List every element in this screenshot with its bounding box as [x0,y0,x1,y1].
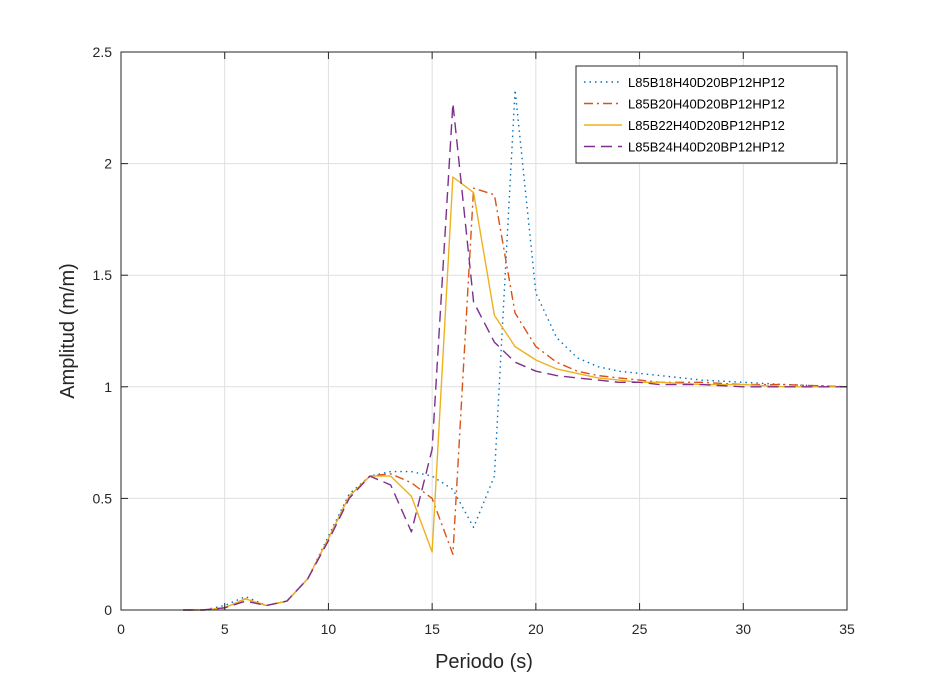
series-line-4 [183,102,847,611]
plot-frame [120,51,848,611]
axis-ticks: 0 5 10 15 20 25 30 35 0 0.5 1 1.5 2 2.5 [93,44,855,637]
y-tick-label: 2.5 [93,44,113,60]
x-tick-label: 30 [735,621,751,637]
x-tick-label: 5 [221,621,229,637]
legend-label: L85B22H40D20BP12HP12 [628,118,785,133]
y-tick-label: 0 [104,602,112,618]
legend-label: L85B20H40D20BP12HP12 [628,97,785,112]
series-layer [183,89,848,611]
legend-label: L85B18H40D20BP12HP12 [628,75,785,90]
y-tick-label: 1.5 [93,267,113,283]
y-tick-label: 0.5 [93,490,113,506]
x-tick-label: 10 [321,621,337,637]
y-tick-label: 1 [104,379,112,395]
legend-label: L85B24H40D20BP12HP12 [628,140,785,155]
x-tick-label: 35 [839,621,855,637]
x-axis-title: Periodo (s) [435,651,533,673]
y-axis-title: Amplitud (m/m) [57,263,79,399]
grid-lines [121,52,847,610]
legend: L85B18H40D20BP12HP12 L85B20H40D20BP12HP12… [575,65,838,164]
x-tick-label: 15 [424,621,440,637]
x-tick-label: 20 [528,621,544,637]
y-tick-label: 2 [104,156,112,172]
x-tick-label: 25 [632,621,648,637]
x-tick-label: 0 [117,621,125,637]
